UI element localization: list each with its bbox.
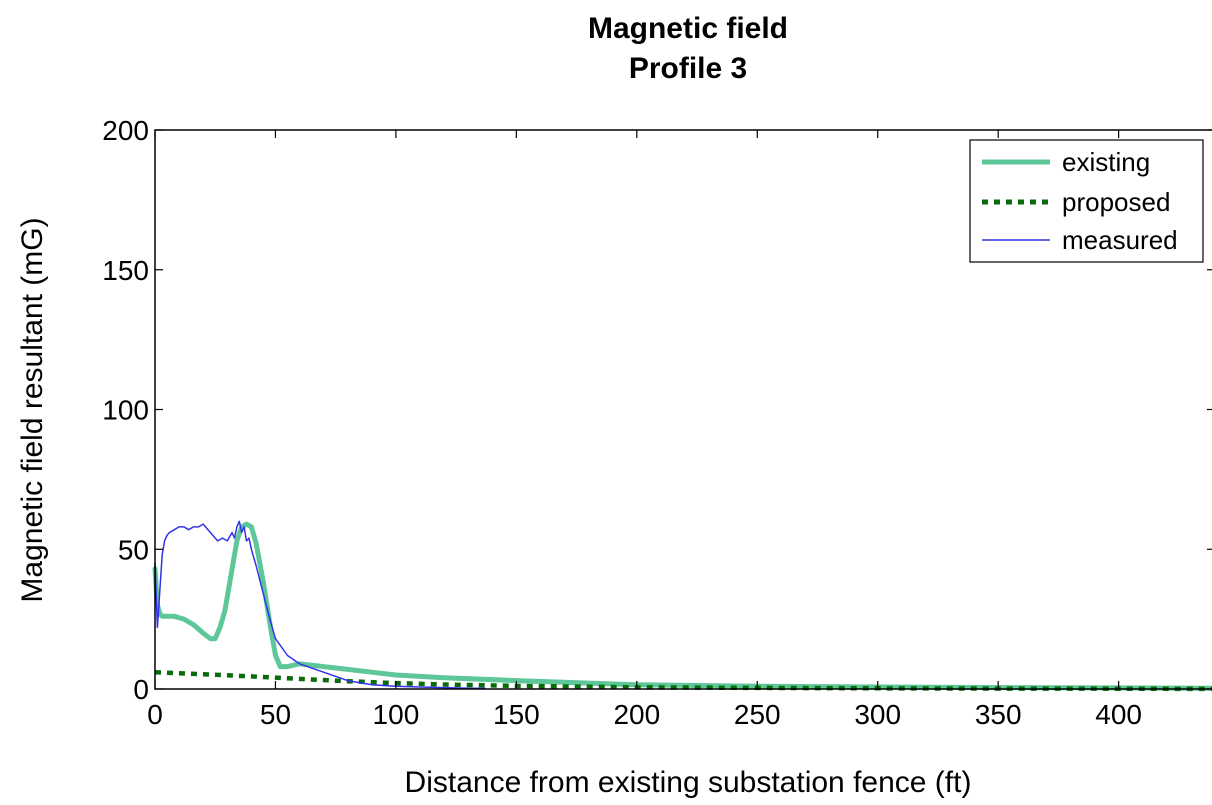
x-tick-label: 150: [493, 699, 540, 730]
series-line-measured: [154, 520, 486, 690]
plot-area: [154, 129, 1212, 690]
legend-label-proposed: proposed: [1062, 187, 1170, 217]
chart-subtitle: Profile 3: [629, 52, 747, 85]
x-tick-label: 300: [854, 699, 901, 730]
x-tick-label: 250: [734, 699, 781, 730]
series-line-proposed: [154, 669, 1212, 692]
chart-title: Magnetic field: [588, 12, 788, 45]
x-axis-label: Distance from existing substation fence …: [405, 766, 972, 799]
series-line-existing: [152, 521, 1212, 691]
x-tick-label: 100: [373, 699, 420, 730]
y-tick-label: 150: [102, 255, 149, 286]
legend: existing proposed measured: [969, 139, 1204, 263]
y-tick-label: 0: [133, 674, 149, 705]
legend-label-existing: existing: [1062, 147, 1150, 177]
x-tick-label: 350: [975, 699, 1022, 730]
x-tick-label: 0: [147, 699, 163, 730]
series-layer: [152, 520, 1212, 692]
y-axis-label: Magnetic field resultant (mG): [16, 217, 49, 602]
y-tick-label: 100: [102, 395, 149, 426]
x-tick-label: 400: [1095, 699, 1142, 730]
y-tick-label: 200: [102, 115, 149, 146]
tick-layer: 0 50 100 150 200 250 300 350 400 0 50 100 150 200: [102, 115, 1212, 730]
legend-label-measured: measured: [1062, 225, 1178, 255]
y-tick-label: 50: [118, 534, 149, 565]
x-tick-label: 200: [613, 699, 660, 730]
x-tick-label: 50: [260, 699, 291, 730]
